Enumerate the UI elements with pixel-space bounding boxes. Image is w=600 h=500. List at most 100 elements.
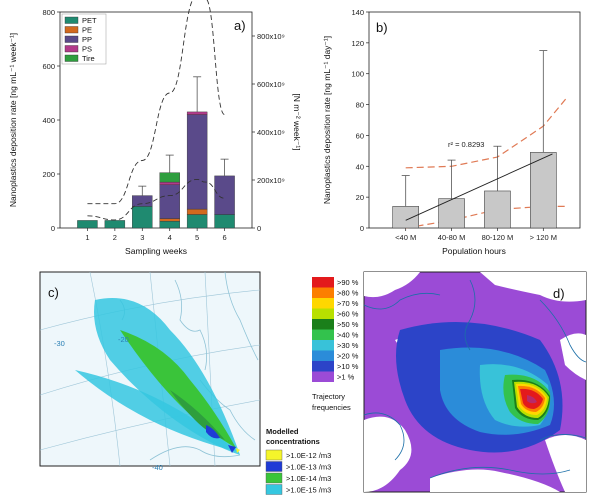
bar-b bbox=[438, 198, 465, 229]
map-d-contours bbox=[396, 322, 563, 453]
legend-label-ps: PS bbox=[82, 45, 92, 54]
panel-b: 0 20 40 60 80 100 120 140 <40 M 40-80 M 80-120 M >… bbox=[322, 8, 581, 256]
y-tick-label-right-a: 400x10⁹ bbox=[257, 128, 285, 137]
map-d-legend-label: >40 % bbox=[337, 331, 359, 340]
map-c-legend-title-2: concentrations bbox=[266, 437, 320, 446]
panel-label-d: d) bbox=[553, 286, 565, 301]
bar-segment-pp bbox=[186, 114, 208, 210]
x-tick-label-a: 2 bbox=[113, 233, 117, 242]
bar-segment-pet bbox=[214, 214, 235, 229]
y-tick-label-a: 200 bbox=[42, 170, 55, 179]
legend-swatch-tire bbox=[64, 54, 79, 62]
legend-label-pe: PE bbox=[82, 26, 92, 35]
y-tick-label-right-a: 800x10⁹ bbox=[257, 32, 285, 41]
y-tick-label-right-a: 0 bbox=[257, 224, 261, 233]
y-axis-label-b: Nanoplastics deposition rate [ng mL⁻¹ da… bbox=[322, 36, 332, 204]
bar-b bbox=[530, 152, 557, 229]
y-axis-label-a: Nanoplastics deposition rate [ng mL⁻¹ we… bbox=[8, 33, 18, 207]
map-c-legend-swatch bbox=[265, 449, 283, 461]
map-c-legend-items: >1.0E-12 /m3 >1.0E-13 /m3 >1.0E-14 /m3 >1.0… bbox=[265, 449, 331, 495]
dashed-curve-a-2 bbox=[87, 178, 225, 221]
y-axis-right-a: 0 200x10⁹ 400x10⁹ 600x10⁹ 800x10⁹ bbox=[252, 32, 285, 233]
x-tick-label-a: 1 bbox=[85, 233, 89, 242]
x-tick-label-b: <40 M bbox=[395, 233, 416, 242]
bar-segment-pet bbox=[132, 206, 153, 229]
y-tick-label-right-a: 600x10⁹ bbox=[257, 80, 285, 89]
x-tick-label-a: 6 bbox=[222, 233, 226, 242]
map-c-legend-swatch bbox=[265, 484, 283, 495]
bars-b bbox=[392, 152, 557, 229]
panel-label-c: c) bbox=[48, 285, 59, 300]
panel-label-a: a) bbox=[234, 18, 246, 33]
map-d-legend-label: >90 % bbox=[337, 278, 359, 287]
map-c-grid-label-1: -30 bbox=[54, 339, 65, 348]
map-d-land-gaps bbox=[364, 272, 586, 492]
legend-swatch-pe bbox=[64, 26, 79, 34]
map-c-legend-swatch bbox=[265, 461, 283, 472]
legend-swatch-pp bbox=[64, 35, 79, 43]
panel-a: 0 200 400 600 800 0 200x10⁹ 400x10⁹ 600x10⁹ 800x… bbox=[8, 0, 302, 256]
x-tick-label-a: 3 bbox=[140, 233, 144, 242]
bar-b bbox=[392, 206, 419, 229]
y-tick-label-b: 140 bbox=[351, 8, 364, 17]
bar-segment-pet bbox=[159, 221, 180, 229]
error-bars-a bbox=[138, 76, 229, 196]
y-tick-label-b: 20 bbox=[356, 193, 364, 202]
y-tick-label-b: 120 bbox=[351, 39, 364, 48]
y-tick-label-b: 100 bbox=[351, 70, 364, 79]
fit-line-b bbox=[405, 153, 553, 221]
panel-label-b: b) bbox=[376, 20, 388, 35]
map-d-legend-swatch bbox=[312, 329, 334, 340]
y-tick-label-a: 800 bbox=[42, 8, 55, 17]
y-tick-label-b: 60 bbox=[356, 131, 364, 140]
dashed-curve-a-1 bbox=[87, 0, 225, 205]
bar-segment-pet bbox=[104, 220, 126, 229]
bar-segment-ps bbox=[159, 181, 180, 186]
y-tick-label-right-a: 200x10⁹ bbox=[257, 176, 285, 185]
y-axis-b: 0 20 40 60 80 100 120 140 bbox=[351, 8, 369, 233]
y-tick-label-b: 40 bbox=[356, 162, 364, 171]
x-tick-label-b: 80-120 M bbox=[482, 233, 514, 242]
panel-d-map: >90 % >80 %>70 % >60 %>50 % >40 %>30 % >20 %… bbox=[312, 271, 587, 493]
x-axis-label-b: Population hours bbox=[442, 246, 506, 256]
map-c-legend-label: >1.0E-13 /m3 bbox=[286, 463, 331, 472]
bar-segment-pp bbox=[159, 184, 180, 219]
bar-segment-pet bbox=[186, 214, 208, 229]
plot-frame-b bbox=[368, 11, 581, 229]
map-d-legend-label: >20 % bbox=[337, 352, 359, 361]
y-tick-label-a: 600 bbox=[42, 62, 55, 71]
map-d-coastlines bbox=[363, 279, 587, 479]
map-d-legend-label: >10 % bbox=[337, 362, 359, 371]
map-c-legend-title-1: Modelled bbox=[266, 427, 299, 436]
map-c-legend: Modelled concentrations >1.0E-12 /m3 >1.0… bbox=[265, 427, 331, 495]
dashed-curves-a bbox=[87, 0, 225, 221]
bar-segment-pe bbox=[159, 218, 180, 222]
map-c-grid-label-2: -20 bbox=[118, 335, 129, 344]
panel-c-map: -30 -20 -40 c) Modelled concentrations >… bbox=[39, 271, 331, 495]
x-tick-label-a: 4 bbox=[168, 233, 172, 242]
x-axis-a: 1 2 3 4 5 6 bbox=[85, 228, 227, 242]
bar-segment-pe bbox=[186, 208, 208, 215]
y-tick-label-a: 0 bbox=[51, 224, 55, 233]
map-c-legend-label: >1.0E-14 /m3 bbox=[286, 474, 331, 483]
x-tick-label-b: > 120 M bbox=[530, 233, 557, 242]
r-squared-annotation: r² = 0.8293 bbox=[448, 140, 484, 149]
map-d-legend-label: >70 % bbox=[337, 299, 359, 308]
y-tick-label-b: 80 bbox=[356, 101, 364, 110]
y-axis-label-right-a: [N m⁻² week⁻¹] bbox=[292, 93, 302, 150]
map-d-legend-label: >30 % bbox=[337, 341, 359, 350]
bar-segment-tire bbox=[159, 172, 180, 183]
legend-swatch-pet bbox=[64, 16, 79, 24]
map-d-legend-swatch bbox=[312, 350, 334, 361]
map-d-legend-swatch bbox=[312, 361, 334, 372]
x-tick-label-b: 40-80 M bbox=[438, 233, 466, 242]
legend-label-tire: Tire bbox=[82, 54, 95, 63]
map-d-legend-swatch bbox=[312, 340, 334, 351]
map-d-legend-label: >50 % bbox=[337, 320, 359, 329]
regression-line-b bbox=[405, 153, 553, 221]
map-c-legend-label: >1.0E-12 /m3 bbox=[286, 451, 331, 460]
error-bars-b bbox=[401, 50, 548, 207]
x-axis-label-a: Sampling weeks bbox=[125, 246, 187, 256]
